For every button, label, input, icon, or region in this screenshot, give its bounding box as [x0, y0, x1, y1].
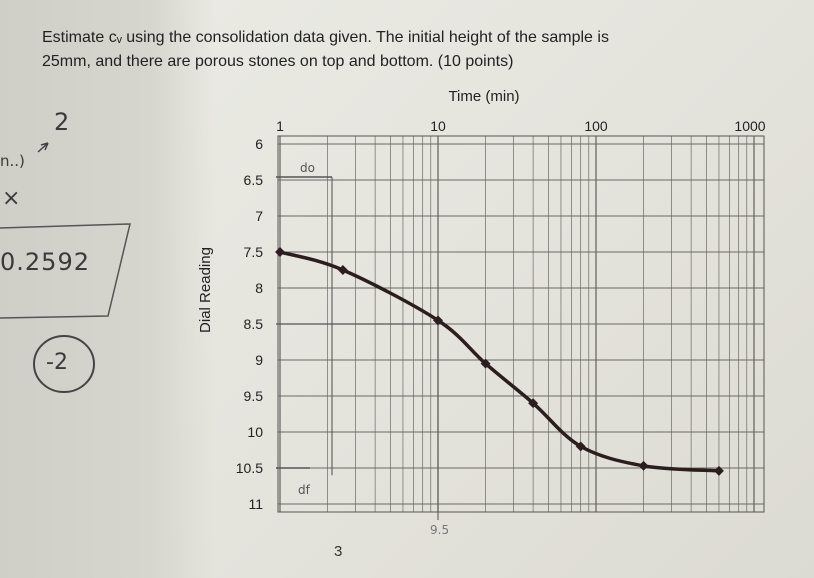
data-point — [638, 460, 649, 471]
handwritten-x: × — [2, 186, 21, 211]
y-tick-label: 10 — [247, 424, 263, 440]
y-axis-label: Dial Reading — [197, 247, 214, 333]
question-line-2: 25mm, and there are porous stones on top… — [42, 53, 514, 70]
data-point — [713, 465, 724, 476]
handwritten-2: 2 — [54, 108, 70, 136]
handwritten-number: 0.2592 — [0, 248, 90, 276]
data-point — [433, 315, 443, 326]
y-tick-label: 8.5 — [244, 316, 264, 332]
y-tick-label: 11 — [248, 496, 263, 512]
marker-9-5: 9.5 — [430, 523, 449, 537]
x-tick-label: 100 — [584, 118, 608, 134]
y-tick-label: 6.5 — [244, 172, 264, 188]
x-tick-label: 1 — [276, 118, 284, 134]
y-tick-label: 10.5 — [236, 460, 263, 476]
data-point — [480, 358, 491, 369]
x-axis-label: Time (min) — [448, 88, 519, 105]
y-tick-label: 8 — [255, 280, 263, 296]
handwritten-bracket: n..) — [0, 152, 25, 170]
series-line — [278, 250, 721, 473]
page-shadow — [0, 0, 215, 578]
y-tick-label: 9.5 — [244, 388, 264, 404]
y-tick-label: 7 — [255, 208, 263, 224]
y-tick-label: 6 — [255, 136, 263, 152]
data-point — [337, 265, 348, 275]
y-tick-label: 7.5 — [244, 244, 264, 260]
data-point — [275, 247, 285, 257]
y-tick-label: 9 — [255, 352, 263, 368]
data-series — [275, 247, 724, 476]
df-label: df — [298, 483, 311, 497]
marker-3: 3 — [334, 543, 342, 560]
chart-annotations: do df 3 9.5 — [276, 161, 449, 560]
x-tick-label: 10 — [430, 118, 446, 134]
x-tick-label: 1000 — [734, 118, 765, 134]
d0-label: do — [300, 161, 315, 175]
question-text: Estimate cᵥ using the consolidation data… — [42, 26, 762, 74]
y-tick-labels: 6 6.5 7 7.5 8 8.5 9 9.5 10 10.5 11 — [236, 136, 263, 512]
handwritten-score: -2 — [46, 350, 68, 375]
x-tick-labels: 1 10 100 1000 — [276, 118, 766, 134]
question-line-1: Estimate cᵥ using the consolidation data… — [42, 29, 609, 46]
data-point — [528, 398, 539, 409]
data-point — [575, 441, 586, 452]
